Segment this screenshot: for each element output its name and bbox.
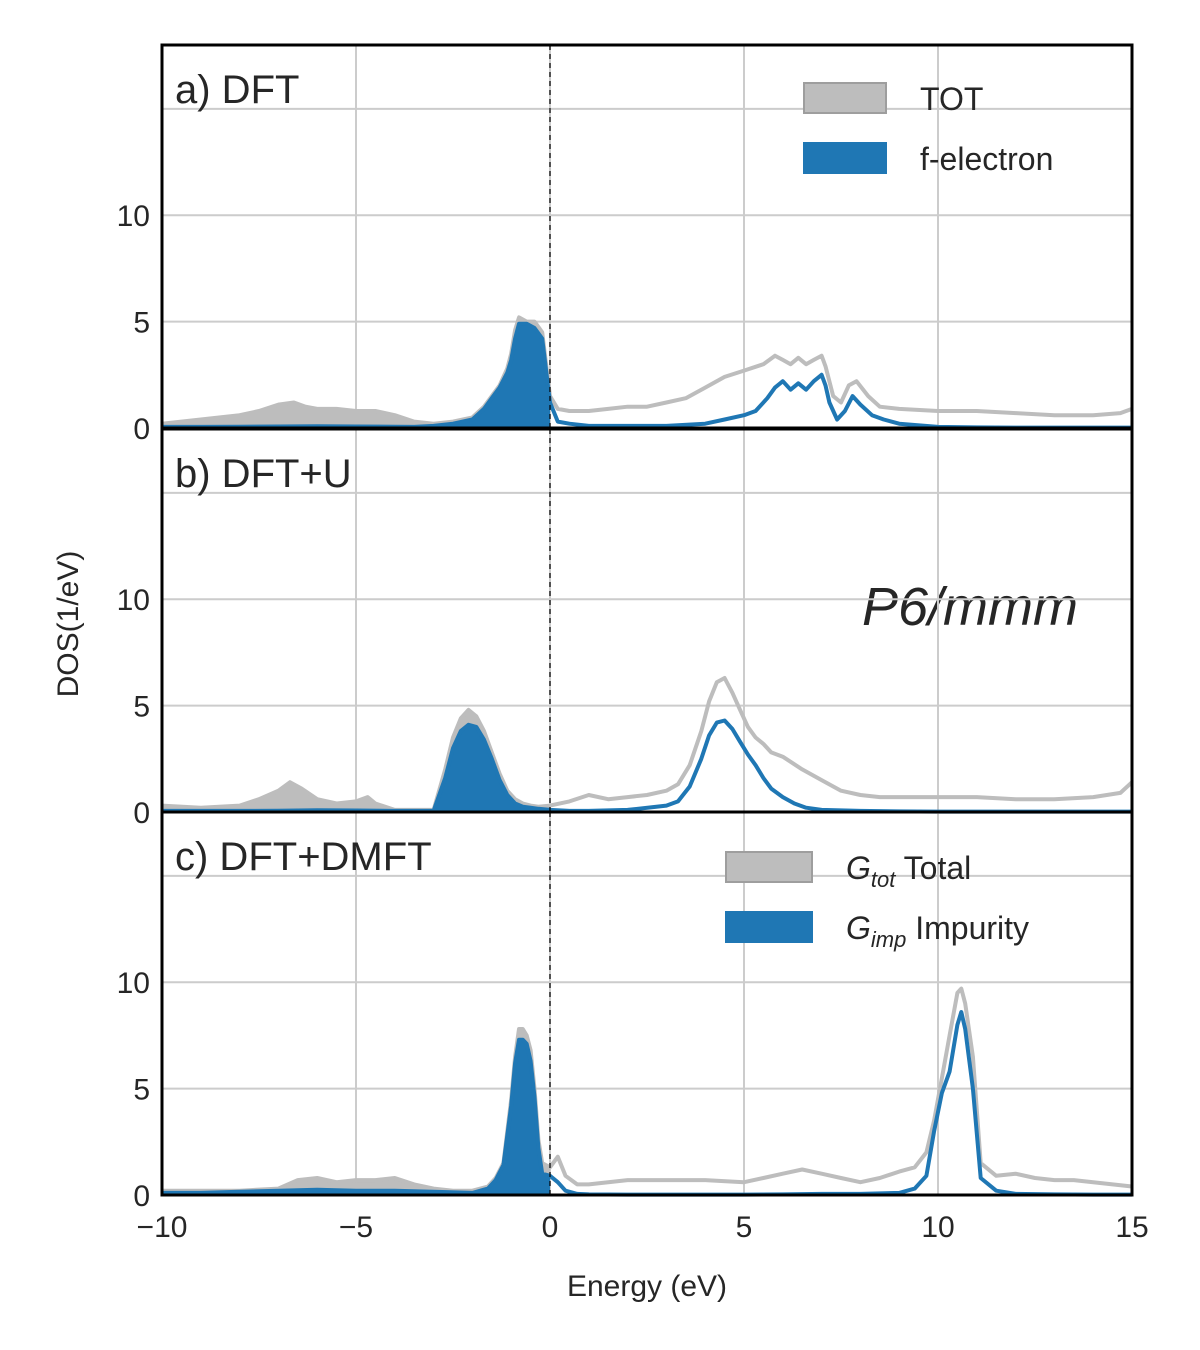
y-tick-label: 0 <box>133 797 150 830</box>
x-tick-label: 10 <box>921 1211 954 1244</box>
legend-label: TOT <box>920 81 983 117</box>
x-tick-label: 0 <box>542 1211 559 1244</box>
total-dos-fill <box>162 1027 550 1195</box>
f-dos-line <box>162 321 1132 430</box>
panel-1: 0 5 10 a) DFT TOT f-electron <box>117 43 1134 446</box>
legend-label: f-electron <box>920 141 1053 177</box>
y-axis-label: DOS(1/eV) <box>52 551 85 698</box>
f-dos-fill <box>162 724 550 812</box>
legend-text: Impurity <box>906 910 1029 946</box>
legend-subscript: imp <box>871 927 906 952</box>
x-tick-label: −5 <box>339 1211 373 1244</box>
legend-label: Gtot Total <box>846 850 971 892</box>
panel-frame <box>160 43 1134 430</box>
y-tick-label: 0 <box>133 1180 150 1213</box>
y-tick-label: 0 <box>133 413 150 446</box>
f-dos-fill <box>162 1039 550 1195</box>
f-dos-fill <box>162 323 550 428</box>
legend-subscript: tot <box>871 867 896 892</box>
total-dos-line <box>162 986 1133 1193</box>
y-tick-label: 5 <box>133 307 150 340</box>
panel-title: b) DFT+U <box>175 452 352 496</box>
y-tick-label: 5 <box>133 691 150 724</box>
panel-2: 0 5 10 b) DFT+U <box>117 427 1134 830</box>
y-tick-label: 5 <box>133 1074 150 1107</box>
total-dos-line <box>161 315 1133 426</box>
legend-swatch <box>803 82 887 114</box>
panel-frame <box>160 810 1134 1197</box>
y-tick-label: 10 <box>117 200 150 233</box>
panels-group: 0 5 10 a) DFT TOT f-electron 0 5 10 b) DFT+U 0 5 10 c… <box>117 43 1149 1244</box>
f-dos-line <box>162 718 1132 814</box>
x-tick-label: 15 <box>1115 1211 1148 1244</box>
panel-title: a) DFT <box>175 68 299 112</box>
legend-symbol: G <box>846 850 871 886</box>
legend-swatch <box>725 851 813 883</box>
legend-swatch <box>725 911 813 943</box>
x-axis-label: Energy (eV) <box>567 1270 727 1303</box>
space-group-annotation: P6/mmm <box>862 577 1078 637</box>
legend-text: Total <box>895 850 971 886</box>
y-tick-label: 10 <box>117 967 150 1000</box>
legend-symbol: G <box>846 910 871 946</box>
legend-label: Gimp Impurity <box>846 910 1029 952</box>
x-tick-label: −10 <box>137 1211 188 1244</box>
legend-swatch <box>803 142 887 174</box>
y-tick-label: 10 <box>117 584 150 617</box>
x-tick-label: 5 <box>736 1211 753 1244</box>
total-dos-line <box>161 676 1134 812</box>
panel-title: c) DFT+DMFT <box>175 835 432 879</box>
